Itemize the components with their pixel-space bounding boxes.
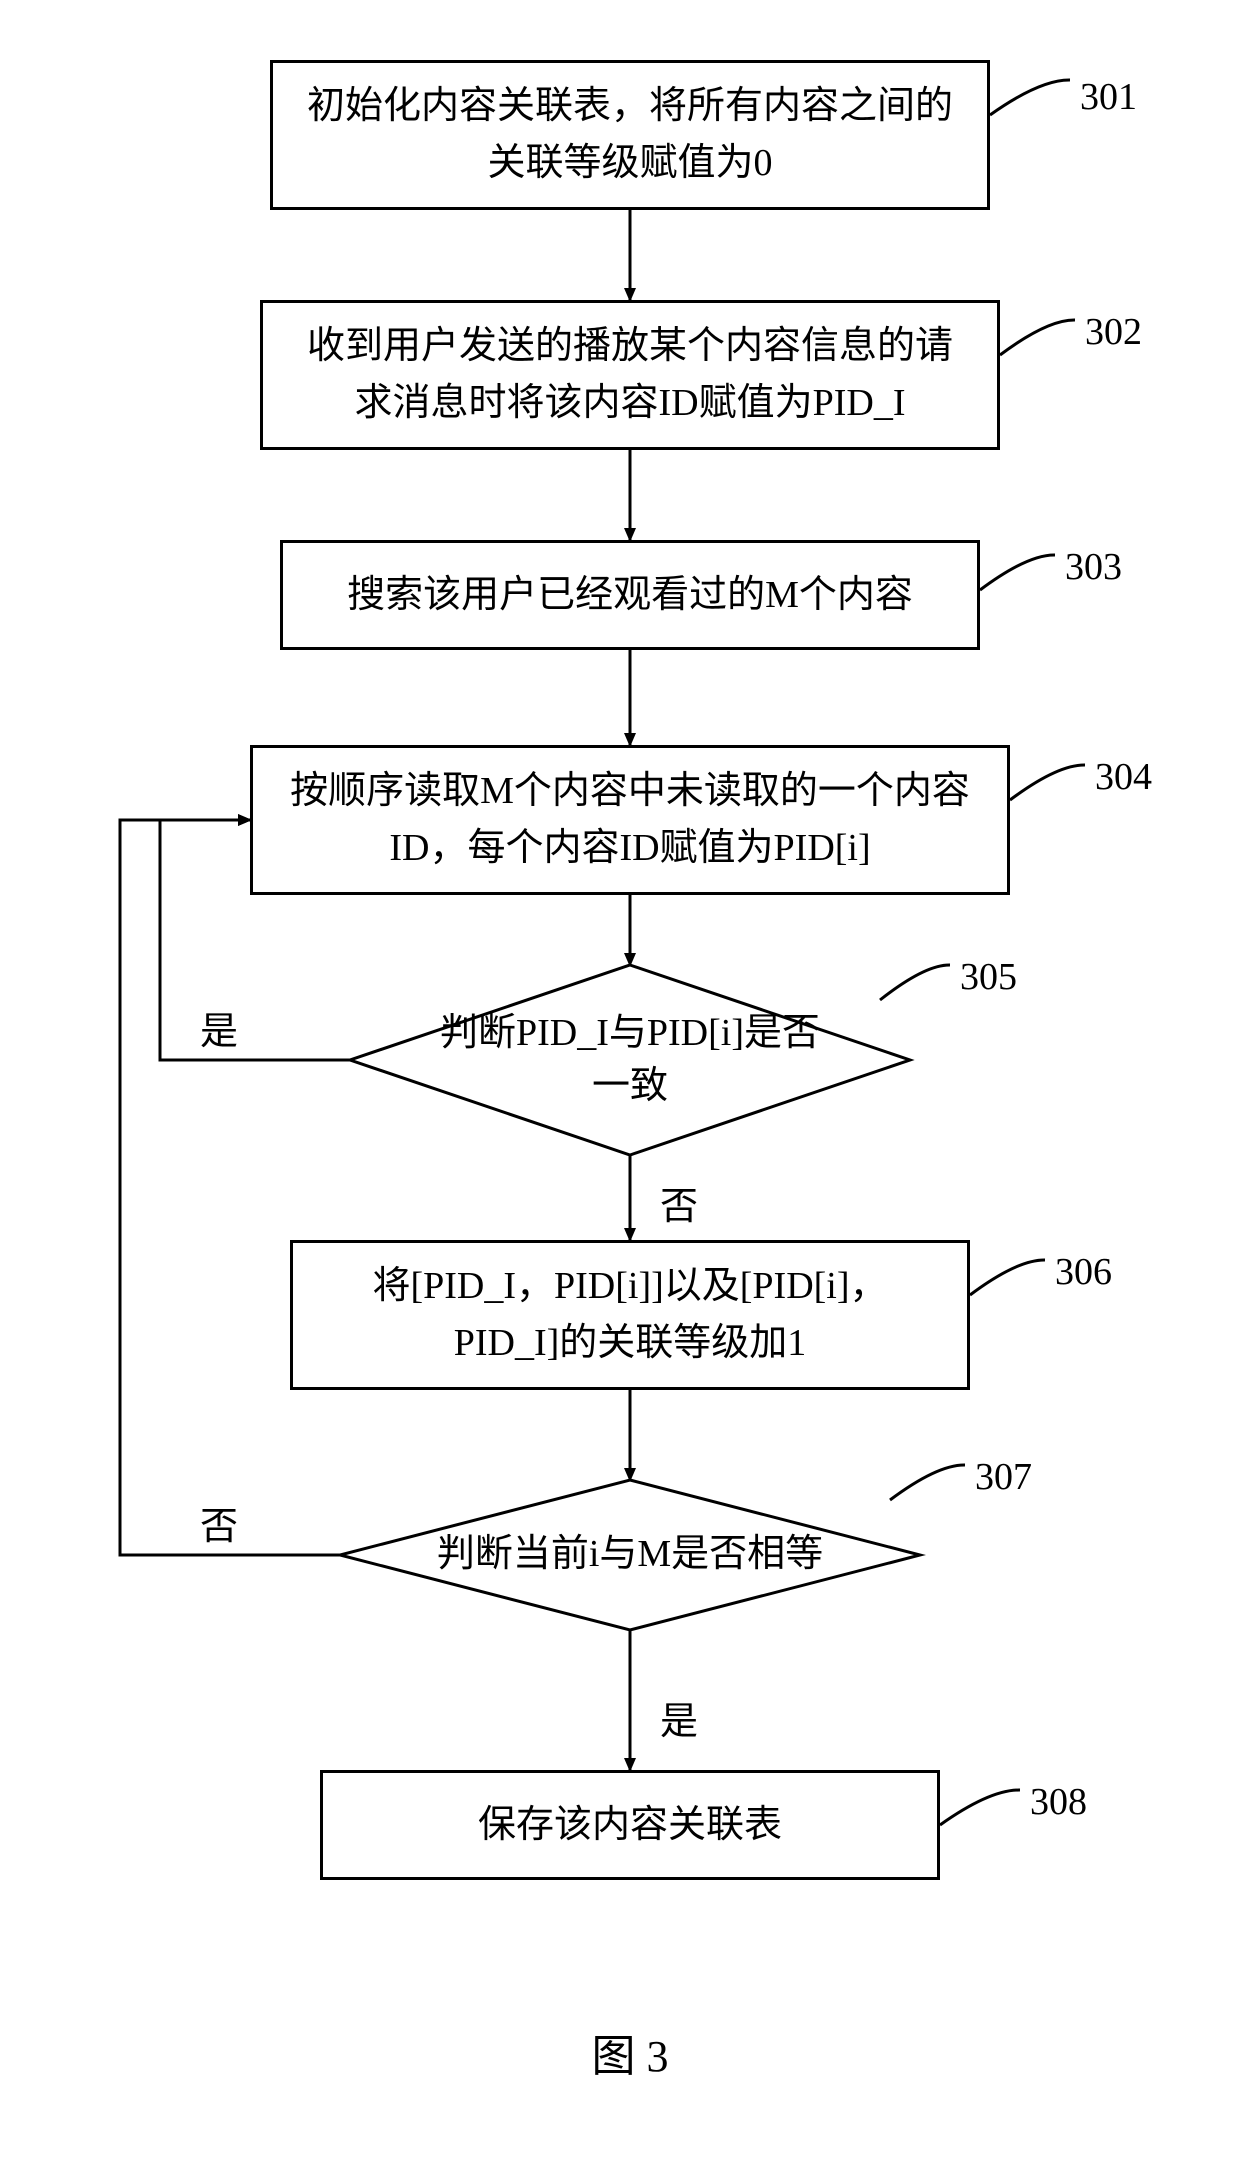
decision-307: 判断当前i与M是否相等: [340, 1480, 920, 1630]
step-number-303: 303: [1065, 545, 1122, 589]
edge-label-no-305: 否: [660, 1175, 698, 1230]
step-number-306: 306: [1055, 1250, 1112, 1294]
step-text: 搜索该用户已经观看过的M个内容: [347, 567, 913, 624]
step-number-307: 307: [975, 1455, 1032, 1499]
edge-label-no-307: 否: [200, 1495, 238, 1550]
step-text: 收到用户发送的播放某个内容信息的请求消息时将该内容ID赋值为PID_I: [293, 318, 967, 432]
step-text: 按顺序读取M个内容中未读取的一个内容ID，每个内容ID赋值为PID[i]: [283, 763, 977, 877]
step-text: 保存该内容关联表: [478, 1797, 782, 1854]
edge-label-yes-307: 是: [660, 1690, 698, 1745]
decision-text: 判断PID_I与PID[i]是否一致: [440, 1007, 820, 1113]
decision-305: 判断PID_I与PID[i]是否一致: [350, 965, 910, 1155]
process-step-306: 将[PID_I，PID[i]]以及[PID[i]，PID_I]的关联等级加1: [290, 1240, 970, 1390]
step-number-301: 301: [1080, 75, 1137, 119]
step-text: 将[PID_I，PID[i]]以及[PID[i]，PID_I]的关联等级加1: [323, 1258, 937, 1372]
step-number-308: 308: [1030, 1780, 1087, 1824]
step-text: 初始化内容关联表，将所有内容之间的关联等级赋值为0: [303, 78, 957, 192]
process-step-308: 保存该内容关联表: [320, 1770, 940, 1880]
process-step-304: 按顺序读取M个内容中未读取的一个内容ID，每个内容ID赋值为PID[i]: [250, 745, 1010, 895]
process-step-302: 收到用户发送的播放某个内容信息的请求消息时将该内容ID赋值为PID_I: [260, 300, 1000, 450]
process-step-301: 初始化内容关联表，将所有内容之间的关联等级赋值为0: [270, 60, 990, 210]
step-number-302: 302: [1085, 310, 1142, 354]
step-number-305: 305: [960, 955, 1017, 999]
figure-caption: 图 3: [0, 2020, 1260, 2084]
step-number-304: 304: [1095, 755, 1152, 799]
edge-label-yes-305: 是: [200, 1000, 238, 1055]
process-step-303: 搜索该用户已经观看过的M个内容: [280, 540, 980, 650]
flowchart-container: 初始化内容关联表，将所有内容之间的关联等级赋值为0 收到用户发送的播放某个内容信…: [0, 0, 1260, 2169]
decision-text: 判断当前i与M是否相等: [437, 1528, 823, 1581]
